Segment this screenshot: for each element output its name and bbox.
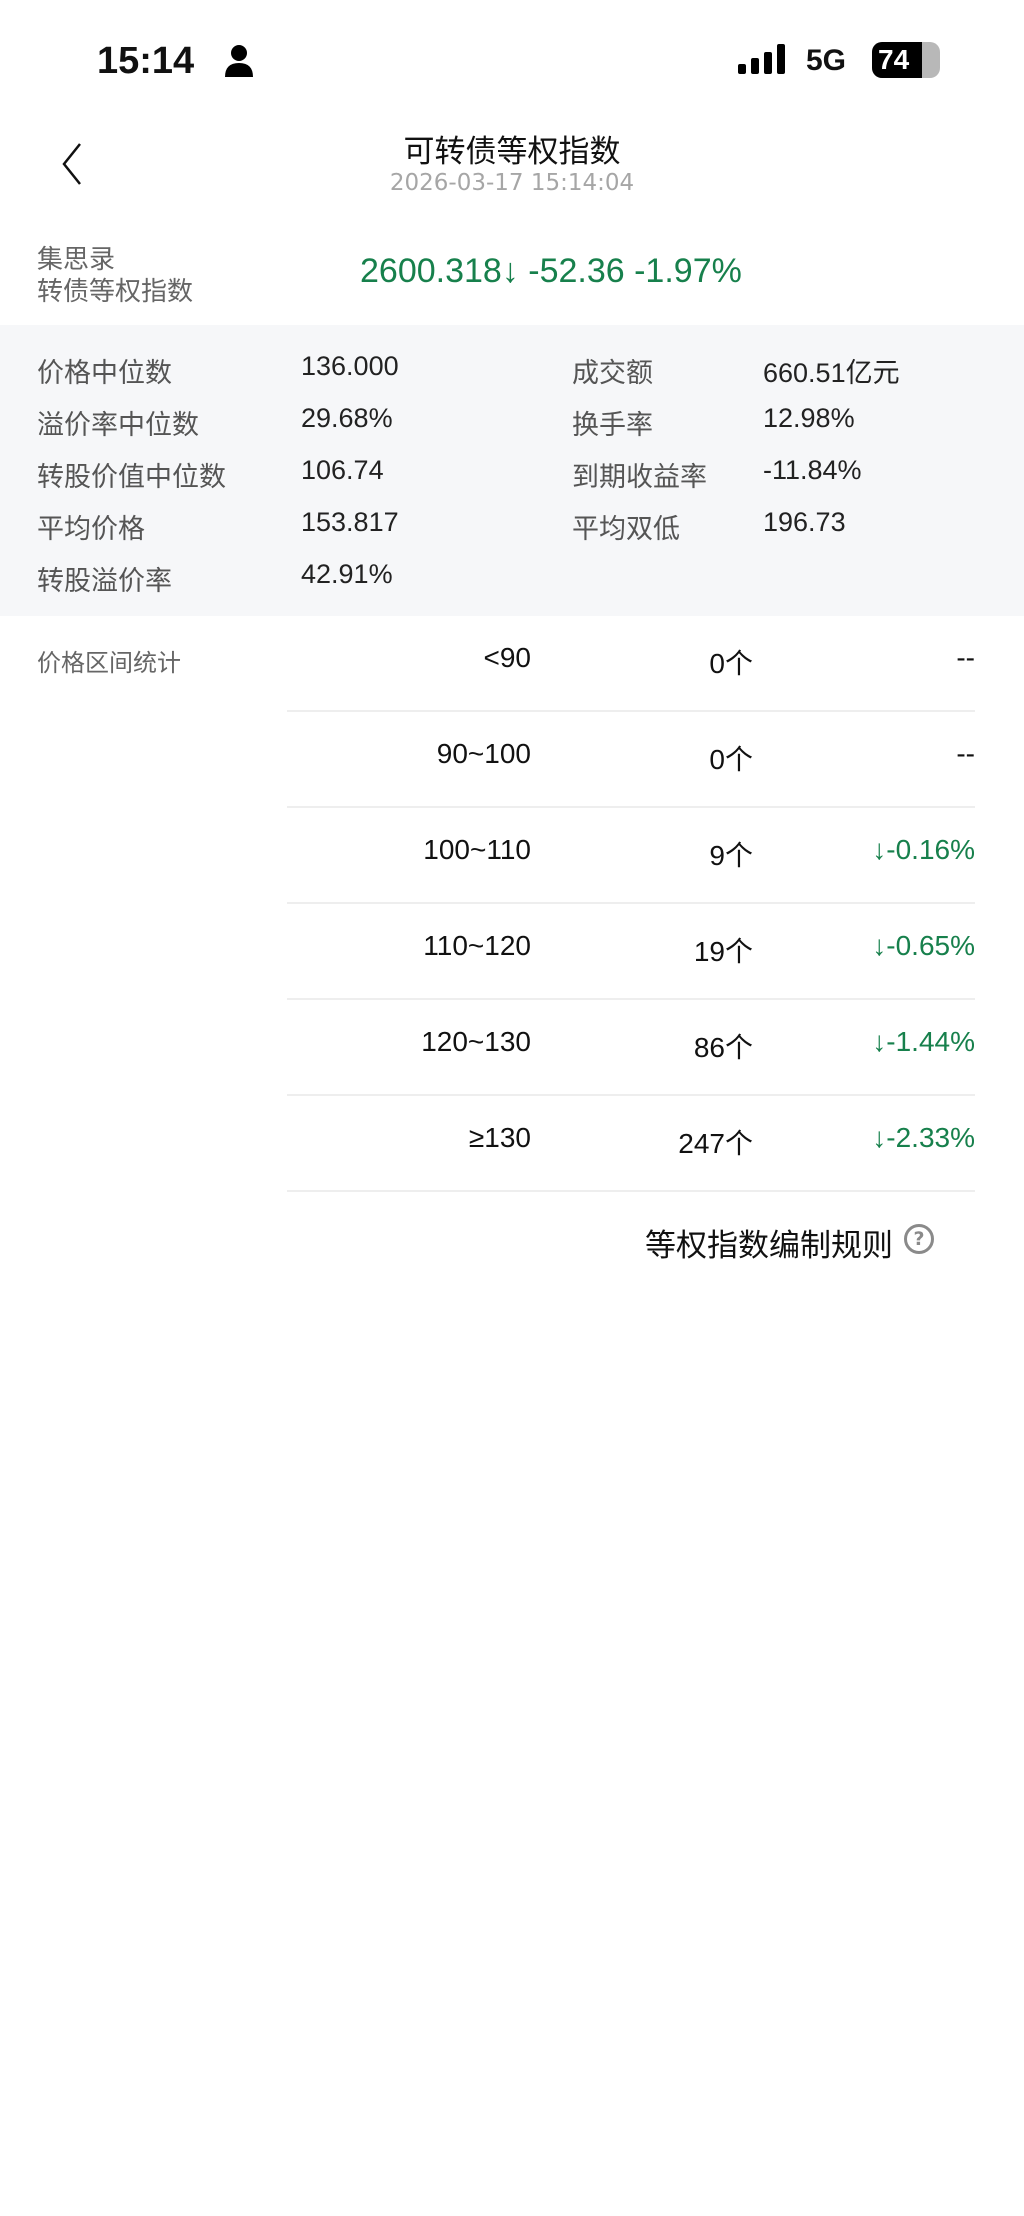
network-type: 5G (806, 44, 847, 77)
stat-label: 转股溢价率 (37, 566, 172, 597)
stat-label: 溢价率中位数 (37, 410, 199, 441)
stat-value: 106.74 (301, 455, 384, 485)
status-time: 15:14 (97, 40, 195, 82)
stat-label: 转股价值中位数 (37, 462, 226, 493)
stat-label: 平均双低 (572, 514, 680, 545)
table-row: 100~110 9个 ↓-0.16% (287, 808, 975, 904)
page-title: 可转债等权指数 (403, 134, 621, 170)
table-row: 120~130 86个 ↓-1.44% (287, 1000, 975, 1096)
count: 0个 (709, 744, 753, 775)
index-rules-link[interactable]: 等权指数编制规则 (645, 1228, 893, 1264)
range: 120~130 (421, 1026, 531, 1057)
update-timestamp: 2026-03-17 15:14:04 (389, 170, 635, 196)
count: 0个 (709, 648, 753, 679)
range: ≥130 (468, 1122, 531, 1153)
range: 90~100 (436, 738, 531, 769)
count: 9个 (709, 840, 753, 871)
table-row: <90 0个 -- (287, 616, 975, 712)
stat-label: 平均价格 (37, 514, 145, 545)
battery-icon: 74 (872, 42, 940, 78)
table-row: ≥130 247个 ↓-2.33% (287, 1096, 975, 1192)
change: -- (956, 738, 975, 769)
table-row: 110~120 19个 ↓-0.65% (287, 904, 975, 1000)
range: 100~110 (423, 834, 531, 865)
index-name-label: 转债等权指数 (37, 277, 194, 307)
change: ↓-2.33% (872, 1122, 975, 1153)
help-icon[interactable]: ? (904, 1224, 934, 1254)
stat-value: -11.84% (763, 455, 862, 485)
count: 19个 (693, 936, 753, 967)
index-value: 2600.318↓ -52.36 -1.97% (360, 252, 742, 290)
signal-icon (738, 44, 785, 74)
stat-value: 660.51亿元 (763, 358, 900, 388)
stats-panel: 价格中位数 136.000 溢价率中位数 29.68% 转股价值中位数 106.… (0, 325, 1024, 616)
stat-value: 136.000 (301, 351, 399, 381)
stat-value: 12.98% (763, 403, 855, 433)
change: -- (956, 642, 975, 673)
change: ↓-0.16% (872, 834, 975, 865)
stat-label: 价格中位数 (37, 358, 172, 389)
stat-value: 153.817 (301, 507, 399, 537)
price-range-label: 价格区间统计 (37, 649, 181, 677)
stat-label: 到期收益率 (572, 462, 707, 493)
count: 247个 (678, 1128, 753, 1159)
change: ↓-1.44% (872, 1026, 975, 1057)
back-chevron-icon[interactable] (58, 142, 88, 186)
count: 86个 (693, 1032, 753, 1063)
table-row: 90~100 0个 -- (287, 712, 975, 808)
change: ↓-0.65% (872, 930, 975, 961)
range: 110~120 (423, 930, 531, 961)
stat-label: 成交额 (572, 358, 653, 389)
stat-label: 换手率 (572, 410, 653, 441)
index-source-label: 集思录 (37, 245, 116, 275)
stat-value: 29.68% (301, 403, 393, 433)
stat-value: 196.73 (763, 507, 846, 537)
range: <90 (483, 642, 532, 673)
person-icon (225, 45, 253, 77)
battery-level: 74 (878, 44, 910, 75)
stat-value: 42.91% (301, 559, 393, 589)
